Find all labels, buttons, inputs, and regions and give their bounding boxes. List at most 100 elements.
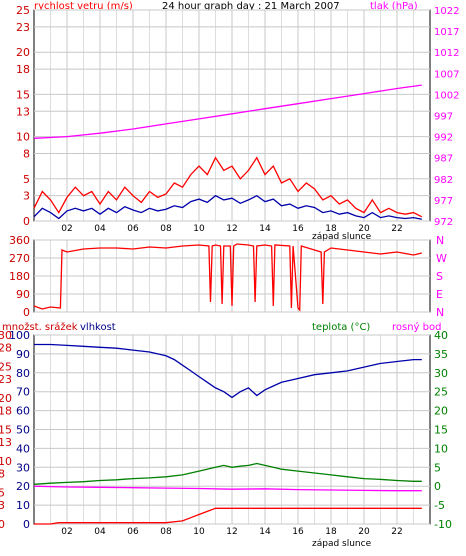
x-tick-label: 14 bbox=[259, 527, 271, 537]
x-tick-label: 20 bbox=[358, 527, 370, 537]
y-tick-label-pressure: 1017 bbox=[434, 27, 459, 38]
y-tick-label-precipitation: 13 bbox=[0, 436, 12, 449]
y-tick-label-direction: 270 bbox=[9, 252, 30, 265]
y-tick-label-humidity: 10 bbox=[16, 499, 30, 512]
series-layer bbox=[33, 84, 423, 525]
y-tick-label-precipitation: 23 bbox=[0, 373, 12, 386]
compass-label: S bbox=[436, 270, 443, 283]
x-tick-label: 04 bbox=[94, 527, 106, 537]
y-tick-label-direction: 0 bbox=[23, 306, 30, 319]
compass-label: N bbox=[436, 234, 444, 247]
y-tick-label-pressure: 997 bbox=[434, 112, 453, 123]
compass-label: E bbox=[436, 288, 443, 301]
y-tick-label-precipitation: 0 bbox=[0, 518, 5, 531]
x-tick-label: 22 bbox=[391, 527, 402, 537]
precipitation-axis-title: množst. srážek bbox=[2, 321, 78, 333]
y-tick-label-direction: 360 bbox=[9, 234, 30, 247]
y-tick-label-wind: 20 bbox=[16, 46, 30, 59]
y-tick-label-wind: 18 bbox=[16, 63, 30, 76]
temperature-axis-title: teplota (°C) bbox=[312, 322, 370, 333]
y-tick-label-temperature: 35 bbox=[434, 348, 448, 361]
y-tick-label-pressure: 977 bbox=[434, 196, 453, 207]
x-tick-label: 02 bbox=[61, 224, 72, 234]
series-gust bbox=[33, 156, 423, 218]
y-tick-label-direction: 90 bbox=[16, 288, 30, 301]
y-tick-label-temperature: 5 bbox=[434, 461, 441, 474]
y-tick-label-wind: 0 bbox=[23, 215, 30, 228]
chart-title: 24 hour graph day : 21 March 2007 bbox=[162, 1, 340, 12]
sunset-label: západ slunce bbox=[312, 232, 372, 242]
sunset-label-bottom: západ slunce bbox=[312, 539, 372, 549]
y-tick-label-wind: 13 bbox=[16, 105, 30, 118]
series-direction bbox=[33, 243, 422, 312]
y-tick-label-precipitation: 15 bbox=[0, 424, 12, 437]
y-tick-label-humidity: 100 bbox=[9, 329, 30, 342]
x-tick-label: 18 bbox=[325, 224, 337, 234]
x-tick-label: 08 bbox=[160, 224, 172, 234]
y-tick-label-humidity: 20 bbox=[16, 480, 30, 493]
y-tick-label-precipitation: 20 bbox=[0, 392, 12, 405]
y-tick-label-pressure: 987 bbox=[434, 154, 453, 165]
y-tick-label-wind: 10 bbox=[16, 131, 30, 144]
y-tick-label-pressure: 982 bbox=[434, 175, 453, 186]
x-tick-label: 16 bbox=[292, 224, 304, 234]
x-tick-label: 06 bbox=[127, 224, 139, 234]
x-tick-label: 06 bbox=[127, 527, 139, 537]
y-tick-label-temperature: 20 bbox=[434, 405, 448, 418]
x-tick-label: 22 bbox=[391, 224, 402, 234]
x-tick-label: 08 bbox=[160, 527, 172, 537]
y-tick-label-precipitation: 30 bbox=[0, 329, 12, 342]
y-tick-label-precipitation: 25 bbox=[0, 361, 12, 374]
y-tick-label-pressure: 1007 bbox=[434, 69, 459, 80]
y-tick-label-temperature: 10 bbox=[434, 442, 448, 455]
y-tick-label-wind: 15 bbox=[16, 88, 30, 101]
y-tick-label-humidity: 90 bbox=[16, 348, 30, 361]
y-tick-label-pressure: 1022 bbox=[434, 6, 459, 17]
y-tick-label-pressure: 1002 bbox=[434, 90, 459, 101]
y-tick-label-pressure: 972 bbox=[434, 217, 453, 228]
wind-speed-axis-title: rychlost vetru (m/s) bbox=[34, 1, 133, 12]
x-tick-label: 10 bbox=[193, 527, 205, 537]
x-tick-label: 14 bbox=[259, 224, 271, 234]
dewpoint-axis-title: rosný bod bbox=[392, 321, 441, 333]
y-tick-label-humidity: 70 bbox=[16, 386, 30, 399]
y-tick-label-humidity: 0 bbox=[23, 518, 30, 531]
y-tick-label-precipitation: 18 bbox=[0, 405, 12, 418]
y-tick-label-temperature: 15 bbox=[434, 424, 448, 437]
y-tick-label-precipitation: 10 bbox=[0, 455, 12, 468]
x-tick-label: 12 bbox=[226, 224, 237, 234]
x-tick-label: 02 bbox=[61, 527, 72, 537]
series-humidity bbox=[34, 343, 422, 399]
x-tick-label: 12 bbox=[226, 527, 237, 537]
y-tick-label-temperature: 0 bbox=[434, 480, 441, 493]
y-tick-label-wind: 23 bbox=[16, 21, 30, 34]
series-temperature bbox=[33, 462, 422, 485]
grid-layer bbox=[34, 9, 430, 525]
humidity-axis-title: vlhkost bbox=[80, 322, 116, 333]
x-tick-label: 18 bbox=[325, 527, 337, 537]
y-tick-label-humidity: 50 bbox=[16, 424, 30, 437]
y-tick-label-precipitation: 3 bbox=[0, 499, 5, 512]
y-tick-label-temperature: 40 bbox=[434, 329, 448, 342]
y-tick-label-precipitation: 5 bbox=[0, 487, 5, 500]
compass-label: N bbox=[436, 306, 444, 319]
pressure-axis-title: tlak (hPa) bbox=[370, 1, 418, 12]
y-tick-label-wind: 8 bbox=[23, 147, 30, 160]
x-tick-label: 10 bbox=[193, 224, 205, 234]
x-tick-label: 16 bbox=[292, 527, 304, 537]
series-dewpoint bbox=[33, 485, 422, 492]
y-tick-label-pressure: 992 bbox=[434, 133, 453, 144]
y-tick-label-temperature: 25 bbox=[434, 386, 448, 399]
y-tick-label-temperature: -10 bbox=[434, 518, 452, 531]
y-tick-label-direction: 180 bbox=[9, 270, 30, 283]
y-tick-label-wind: 25 bbox=[16, 4, 30, 17]
y-tick-label-humidity: 60 bbox=[16, 405, 30, 418]
y-tick-label-wind: 5 bbox=[23, 173, 30, 186]
y-tick-label-temperature: -5 bbox=[434, 499, 445, 512]
series-wind bbox=[33, 194, 422, 220]
compass-label: W bbox=[436, 252, 447, 265]
y-tick-label-temperature: 30 bbox=[434, 367, 448, 380]
series-pressure bbox=[33, 84, 422, 139]
